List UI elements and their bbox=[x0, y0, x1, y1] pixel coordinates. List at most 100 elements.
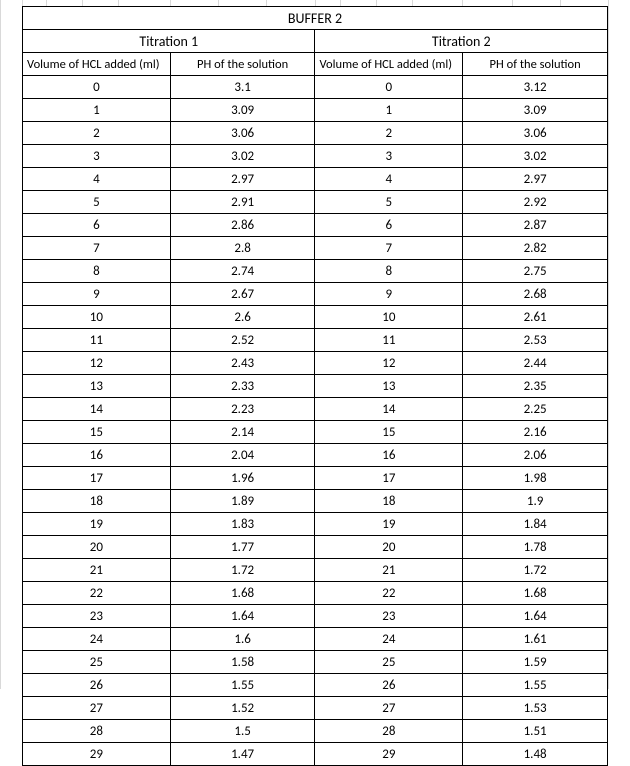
cell-ph2: 3.12 bbox=[463, 76, 608, 99]
cell-ph1: 1.52 bbox=[170, 697, 315, 720]
titration2-header: Titration 2 bbox=[315, 30, 608, 53]
cell-vol2: 20 bbox=[315, 536, 463, 559]
cell-vol1: 20 bbox=[23, 536, 171, 559]
cell-vol2: 13 bbox=[315, 375, 463, 398]
cell-ph1: 2.8 bbox=[170, 237, 315, 260]
cell-ph1: 1.5 bbox=[170, 720, 315, 743]
cell-ph2: 2.61 bbox=[463, 306, 608, 329]
cell-vol2: 9 bbox=[315, 283, 463, 306]
cell-ph1: 1.96 bbox=[170, 467, 315, 490]
cell-vol1: 26 bbox=[23, 674, 171, 697]
cell-ph1: 1.83 bbox=[170, 513, 315, 536]
cell-ph1: 1.64 bbox=[170, 605, 315, 628]
cell-vol2: 10 bbox=[315, 306, 463, 329]
cell-ph1: 1.89 bbox=[170, 490, 315, 513]
cell-ph1: 2.91 bbox=[170, 191, 315, 214]
cell-vol1: 11 bbox=[23, 329, 171, 352]
table-row: 03.103.12 bbox=[23, 76, 608, 99]
col-header-ph2: PH of the solution bbox=[463, 53, 608, 76]
cell-vol1: 28 bbox=[23, 720, 171, 743]
cell-ph2: 2.53 bbox=[463, 329, 608, 352]
cell-vol1: 17 bbox=[23, 467, 171, 490]
cell-ph1: 3.06 bbox=[170, 122, 315, 145]
cell-ph1: 2.6 bbox=[170, 306, 315, 329]
table-row: 261.55261.55 bbox=[23, 674, 608, 697]
table-row: 102.6102.61 bbox=[23, 306, 608, 329]
cell-ph2: 2.82 bbox=[463, 237, 608, 260]
cell-ph2: 2.16 bbox=[463, 421, 608, 444]
table-row: 42.9742.97 bbox=[23, 168, 608, 191]
cell-ph2: 1.55 bbox=[463, 674, 608, 697]
table-row: 241.6241.61 bbox=[23, 628, 608, 651]
cell-vol1: 27 bbox=[23, 697, 171, 720]
cell-ph1: 1.72 bbox=[170, 559, 315, 582]
cell-vol1: 24 bbox=[23, 628, 171, 651]
cell-vol1: 25 bbox=[23, 651, 171, 674]
table-row: 221.68221.68 bbox=[23, 582, 608, 605]
cell-vol2: 1 bbox=[315, 99, 463, 122]
table-row: 52.9152.92 bbox=[23, 191, 608, 214]
cell-ph2: 2.68 bbox=[463, 283, 608, 306]
cell-vol2: 5 bbox=[315, 191, 463, 214]
table-row: 231.64231.64 bbox=[23, 605, 608, 628]
col-header-ph1: PH of the solution bbox=[170, 53, 315, 76]
cell-ph2: 2.35 bbox=[463, 375, 608, 398]
table-row: 82.7482.75 bbox=[23, 260, 608, 283]
cell-ph1: 2.52 bbox=[170, 329, 315, 352]
cell-ph1: 2.14 bbox=[170, 421, 315, 444]
table-row: 171.96171.98 bbox=[23, 467, 608, 490]
cell-vol2: 16 bbox=[315, 444, 463, 467]
cell-vol1: 4 bbox=[23, 168, 171, 191]
cell-ph1: 2.33 bbox=[170, 375, 315, 398]
cell-vol1: 16 bbox=[23, 444, 171, 467]
table-row: 211.72211.72 bbox=[23, 559, 608, 582]
cell-ph2: 1.72 bbox=[463, 559, 608, 582]
cell-ph1: 1.58 bbox=[170, 651, 315, 674]
table-title: BUFFER 2 bbox=[23, 7, 608, 30]
table-row: 251.58251.59 bbox=[23, 651, 608, 674]
cell-vol2: 3 bbox=[315, 145, 463, 168]
cell-ph2: 1.98 bbox=[463, 467, 608, 490]
cell-ph2: 1.68 bbox=[463, 582, 608, 605]
cell-vol1: 29 bbox=[23, 743, 171, 766]
cell-ph2: 2.87 bbox=[463, 214, 608, 237]
cell-vol2: 22 bbox=[315, 582, 463, 605]
cell-vol1: 3 bbox=[23, 145, 171, 168]
cell-vol1: 1 bbox=[23, 99, 171, 122]
cell-ph1: 2.86 bbox=[170, 214, 315, 237]
table-row: 62.8662.87 bbox=[23, 214, 608, 237]
cell-vol2: 4 bbox=[315, 168, 463, 191]
table-row: 191.83191.84 bbox=[23, 513, 608, 536]
cell-vol2: 18 bbox=[315, 490, 463, 513]
table-row: 152.14152.16 bbox=[23, 421, 608, 444]
cell-vol1: 0 bbox=[23, 76, 171, 99]
cell-ph2: 2.44 bbox=[463, 352, 608, 375]
cell-ph2: 1.78 bbox=[463, 536, 608, 559]
table-row: 181.89181.9 bbox=[23, 490, 608, 513]
cell-vol2: 23 bbox=[315, 605, 463, 628]
cell-vol1: 6 bbox=[23, 214, 171, 237]
cell-vol2: 28 bbox=[315, 720, 463, 743]
table-row: 201.77201.78 bbox=[23, 536, 608, 559]
cell-ph1: 2.23 bbox=[170, 398, 315, 421]
cell-vol2: 12 bbox=[315, 352, 463, 375]
cell-ph2: 1.61 bbox=[463, 628, 608, 651]
cell-ph2: 1.53 bbox=[463, 697, 608, 720]
cell-ph1: 1.68 bbox=[170, 582, 315, 605]
cell-ph2: 3.02 bbox=[463, 145, 608, 168]
buffer2-table: BUFFER 2 Titration 1 Titration 2 Volume … bbox=[22, 6, 608, 766]
cell-vol1: 10 bbox=[23, 306, 171, 329]
cell-vol1: 21 bbox=[23, 559, 171, 582]
cell-ph1: 2.74 bbox=[170, 260, 315, 283]
cell-ph1: 1.77 bbox=[170, 536, 315, 559]
cell-ph2: 1.51 bbox=[463, 720, 608, 743]
col-header-vol1: Volume of HCL added (ml) bbox=[23, 53, 171, 76]
cell-ph1: 2.43 bbox=[170, 352, 315, 375]
cell-vol2: 21 bbox=[315, 559, 463, 582]
cell-ph2: 2.97 bbox=[463, 168, 608, 191]
cell-ph1: 1.6 bbox=[170, 628, 315, 651]
cell-ph2: 1.48 bbox=[463, 743, 608, 766]
col-header-vol2: Volume of HCL added (ml) bbox=[315, 53, 463, 76]
cell-vol1: 13 bbox=[23, 375, 171, 398]
table-row: 13.0913.09 bbox=[23, 99, 608, 122]
